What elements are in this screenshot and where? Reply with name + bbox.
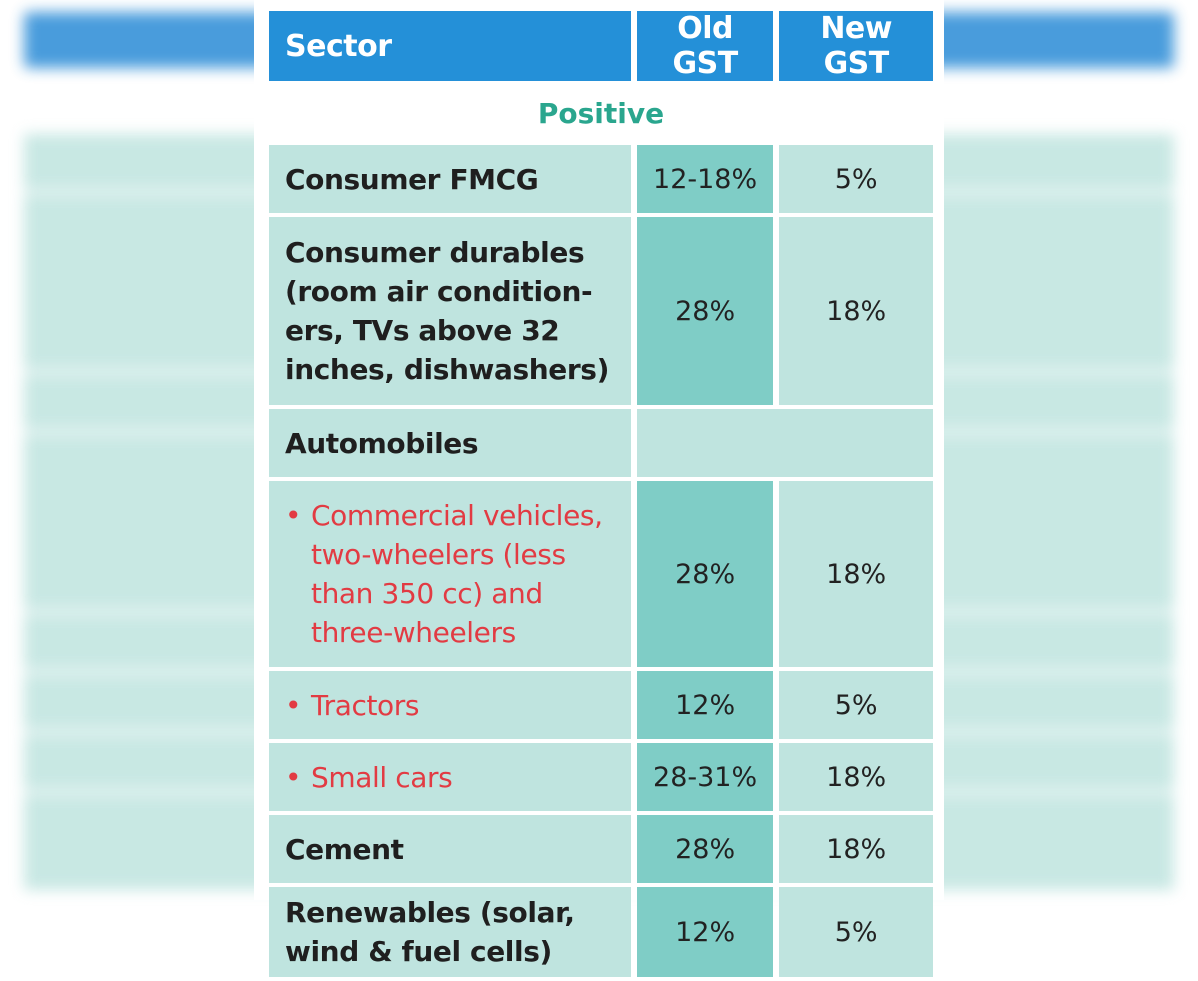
sub-sector-label: Commercial vehicles, two-wheelers (less … (311, 499, 603, 649)
old-gst-cell: 12% (636, 671, 774, 739)
sector-cell: Cement (269, 815, 631, 883)
sector-cell: Consumer durables (room air condition-er… (269, 217, 631, 405)
old-gst-cell: 28% (636, 481, 774, 667)
table-row: Cement 28% 18% (269, 815, 933, 883)
bullet-icon: • (285, 760, 302, 794)
bullet-icon: • (285, 499, 302, 532)
new-gst-cell: 18% (779, 217, 933, 405)
new-gst-cell: 5% (779, 671, 933, 739)
table-row: • Tractors 12% 5% (269, 671, 933, 739)
table-row: Automobiles (269, 409, 933, 477)
table-row: Renewables (solar, wind & fuel cells) 12… (269, 887, 933, 977)
sector-cell: Consumer FMCG (269, 145, 631, 213)
table-row: Consumer FMCG 12-18% 5% (269, 145, 933, 213)
new-gst-cell: 18% (779, 815, 933, 883)
new-gst-cell: 5% (779, 887, 933, 977)
header-new-gst: New GST (779, 11, 933, 81)
old-gst-cell: 12-18% (636, 145, 774, 213)
empty-cell (636, 409, 933, 477)
new-gst-cell: 18% (779, 481, 933, 667)
gst-rate-table: Sector Old GST New GST Positive Consumer… (263, 7, 939, 981)
table-row: • Commercial vehicles, two-wheelers (less… (269, 481, 933, 667)
gst-table-card: Sector Old GST New GST Positive Consumer… (254, 0, 944, 977)
header-old-gst: Old GST (636, 11, 774, 81)
sub-sector-cell: • Tractors (269, 671, 631, 739)
table-row: Consumer durables (room air condition-er… (269, 217, 933, 405)
old-gst-cell: 28-31% (636, 743, 774, 811)
sub-sector-label: Tractors (311, 688, 420, 722)
bullet-icon: • (285, 688, 302, 722)
new-gst-cell: 5% (779, 145, 933, 213)
old-gst-cell: 12% (636, 887, 774, 977)
sub-sector-cell: • Small cars (269, 743, 631, 811)
new-gst-cell: 18% (779, 743, 933, 811)
old-gst-cell: 28% (636, 815, 774, 883)
sector-cell: Automobiles (269, 409, 631, 477)
old-gst-cell: 28% (636, 217, 774, 405)
sub-sector-cell: • Commercial vehicles, two-wheelers (less… (269, 481, 631, 667)
sub-sector-label: Small cars (311, 760, 453, 794)
table-row: • Small cars 28-31% 18% (269, 743, 933, 811)
section-label-positive: Positive (269, 85, 933, 141)
header-sector: Sector (269, 11, 631, 81)
sector-cell: Renewables (solar, wind & fuel cells) (269, 887, 631, 977)
